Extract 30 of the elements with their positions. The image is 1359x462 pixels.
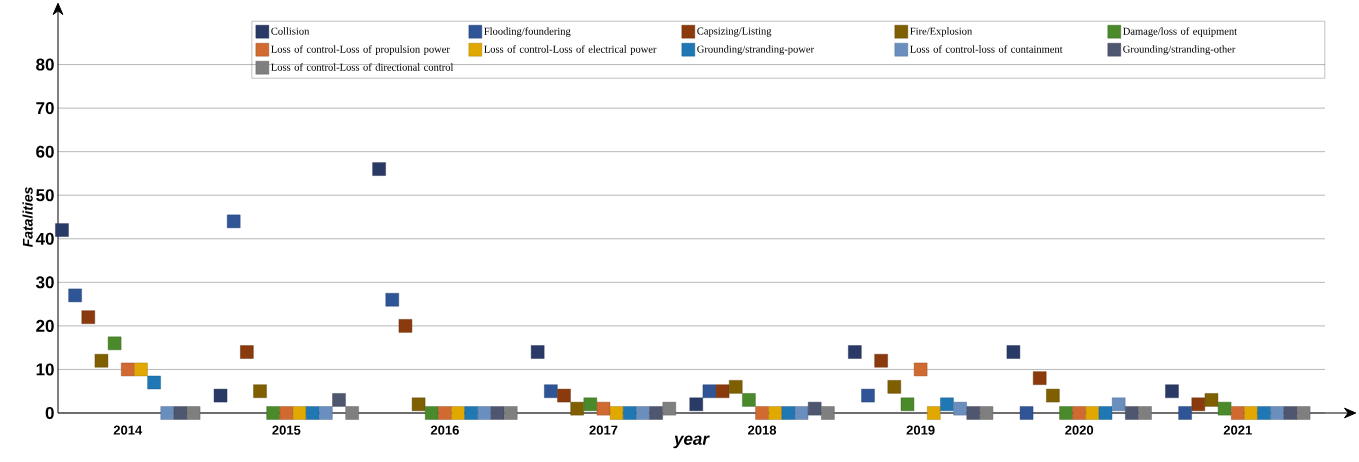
legend-label: Damage/loss of equipment — [1123, 27, 1238, 37]
legend-label: Flooding/foundering — [484, 27, 571, 37]
y-tick-label: 60 — [36, 145, 54, 158]
y-tick-label: 40 — [35, 232, 54, 245]
x-tick-label: 2014 — [113, 425, 143, 435]
legend-label: Grounding/stranding-power — [697, 45, 814, 55]
y-tick-label: 70 — [36, 102, 54, 115]
y-axis-title: Fatalities — [22, 187, 33, 248]
legend-label: Loss of control-Loss of directional control — [271, 63, 454, 71]
legend-label: Loss of control-Loss of propulsion power — [271, 45, 450, 55]
x-tick-label: 2015 — [272, 425, 301, 435]
x-tick-label: 2021 — [1223, 425, 1252, 435]
x-axis-title: year — [673, 435, 710, 449]
y-tick-label: 10 — [36, 363, 54, 376]
y-tick-label: 0 — [45, 406, 54, 420]
x-tick-label: 2019 — [906, 425, 935, 435]
legend-label: Grounding/stranding-other — [1123, 45, 1236, 55]
legend-label: Capsizing/Listing — [697, 27, 772, 37]
legend-label: Collision — [271, 27, 310, 35]
legend-label: Loss of control-loss of containment — [910, 45, 1063, 53]
y-tick-label: 80 — [36, 58, 54, 71]
legend-label: Loss of control-Loss of electrical power — [484, 45, 657, 55]
y-tick-label: 50 — [36, 189, 54, 202]
y-tick-label: 30 — [35, 276, 54, 289]
legend-label: Fire/Explosion — [910, 27, 973, 37]
y-tick-label: 20 — [36, 319, 54, 332]
x-tick-label: 2016 — [430, 425, 459, 435]
x-tick-label: 2017 — [589, 425, 618, 435]
x-tick-label: 2018 — [748, 425, 777, 435]
x-tick-label: 2020 — [1065, 425, 1094, 435]
